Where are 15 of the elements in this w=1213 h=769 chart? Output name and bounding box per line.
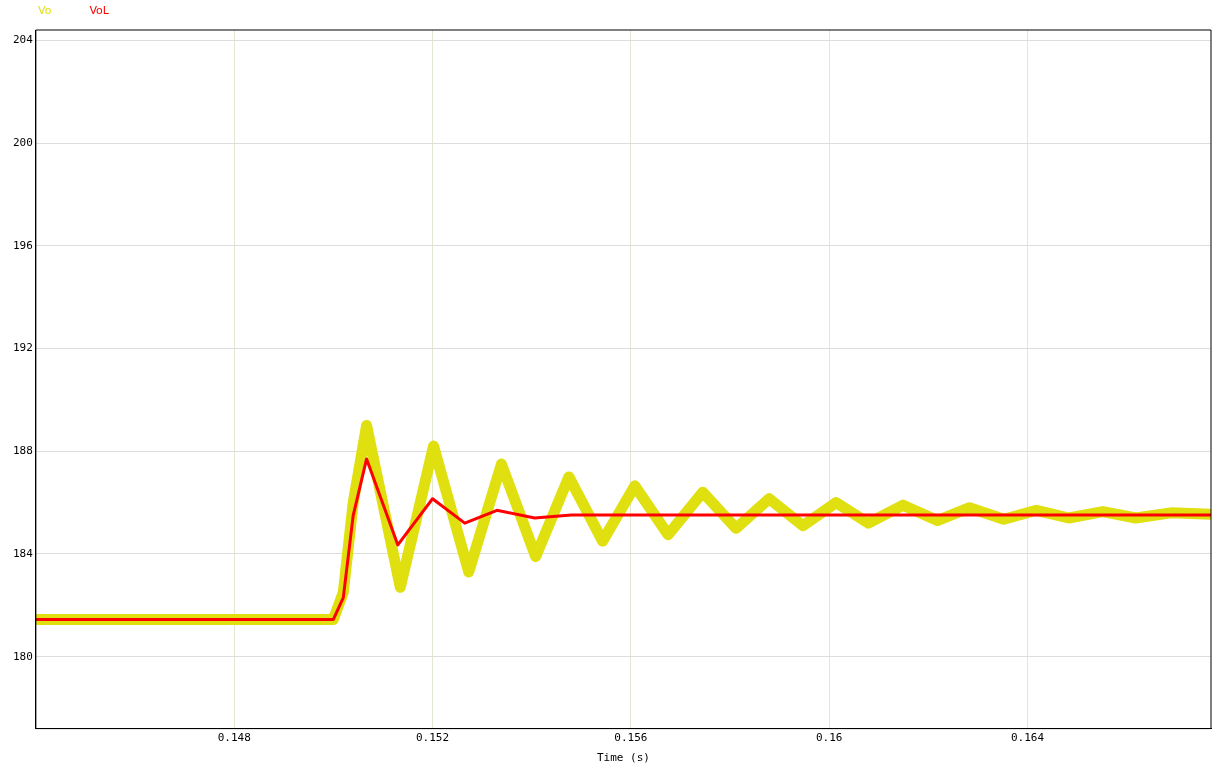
text: VoL <box>89 4 109 17</box>
y-tick-label: 204 <box>12 33 34 47</box>
x-axis-title: Time (s) <box>596 751 650 765</box>
y-tick-label: 196 <box>12 238 33 252</box>
x-tick-label: 0.164 <box>1010 731 1045 745</box>
y-tick-label: 200 <box>12 135 33 149</box>
x-tick-label: 0.156 <box>614 731 648 745</box>
y-tick-label: 184 <box>12 546 34 560</box>
y-tick-label: 180 <box>12 649 33 663</box>
x-tick-label: 0.152 <box>415 731 450 745</box>
x-tick-label: 0.16 <box>815 731 843 745</box>
x-tick-label: 0.148 <box>217 731 251 745</box>
y-tick-label: 188 <box>12 444 33 458</box>
y-tick-label: 192 <box>12 341 33 355</box>
text: Vo <box>38 4 52 17</box>
